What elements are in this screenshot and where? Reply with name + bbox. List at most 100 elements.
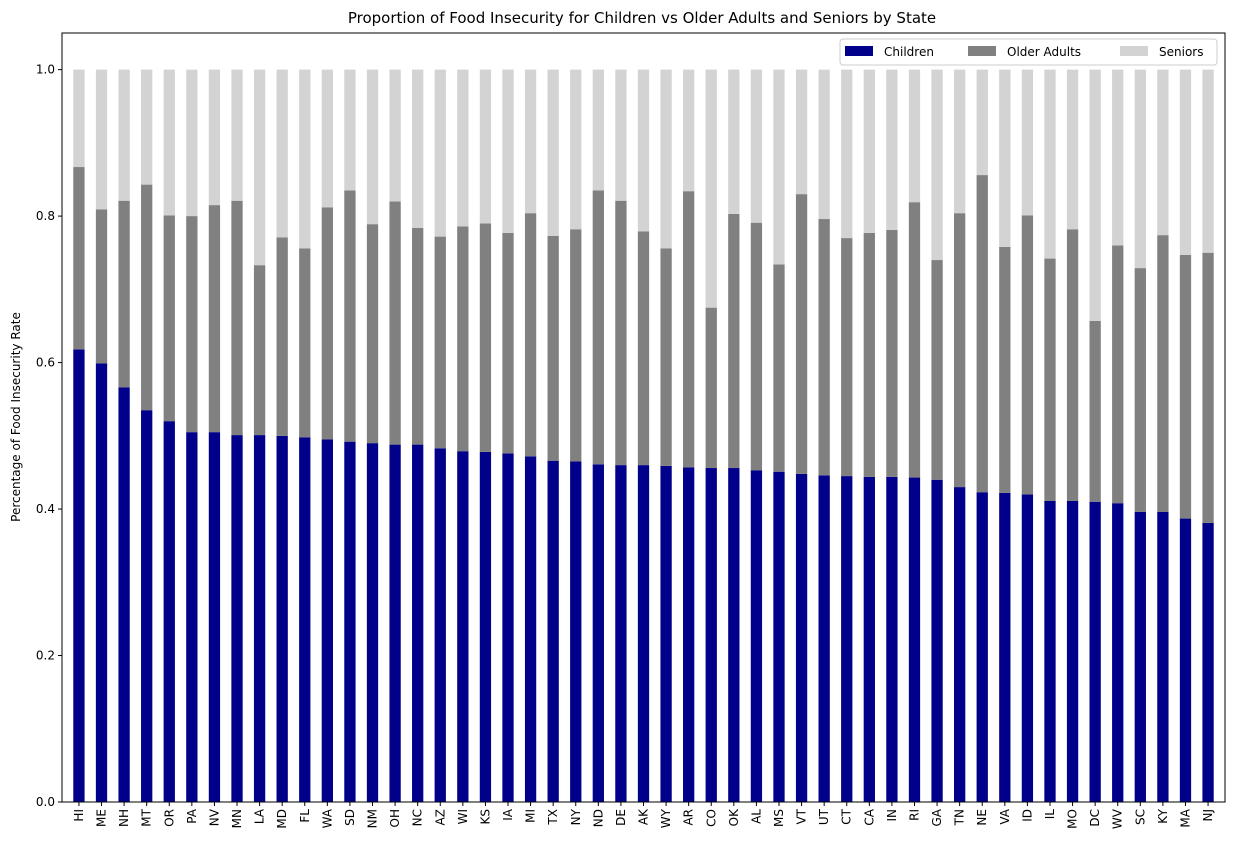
bar-MS-children bbox=[773, 471, 785, 802]
bar-AR-older-adults bbox=[683, 191, 695, 468]
bar-AR-children bbox=[683, 467, 695, 802]
bar-DC-children bbox=[1089, 501, 1101, 802]
x-tick-label: NJ bbox=[1201, 809, 1215, 822]
x-tick-label: GA bbox=[930, 808, 944, 826]
bar-MD-seniors bbox=[276, 69, 288, 238]
y-tick-label: 0.2 bbox=[36, 649, 55, 663]
bar-NY-older-adults bbox=[570, 229, 582, 462]
bar-ME-children bbox=[95, 363, 108, 802]
bar-UT-seniors bbox=[818, 69, 830, 220]
bar-SC-children bbox=[1134, 511, 1146, 802]
bar-FL-children bbox=[299, 437, 311, 802]
bar-NV-older-adults bbox=[208, 205, 221, 433]
bar-MA-older-adults bbox=[1179, 254, 1192, 519]
bar-NJ-older-adults bbox=[1202, 252, 1214, 523]
bar-MN-seniors bbox=[231, 69, 243, 201]
x-tick-label: IN bbox=[885, 809, 899, 822]
x-tick-label: SD bbox=[343, 809, 357, 826]
bar-NM-children bbox=[366, 443, 379, 802]
x-tick-label: UT bbox=[817, 808, 831, 825]
bar-TN-older-adults bbox=[954, 213, 966, 488]
bar-PA-older-adults bbox=[186, 216, 198, 433]
bar-RI-children bbox=[908, 477, 921, 802]
bar-ID-children bbox=[1021, 494, 1034, 802]
bar-SC-older-adults bbox=[1134, 268, 1146, 512]
bar-CO-children bbox=[705, 468, 717, 802]
bar-NJ-seniors bbox=[1202, 69, 1214, 253]
legend-label: Older Adults bbox=[1007, 45, 1081, 59]
bar-CT-children bbox=[841, 476, 853, 802]
bar-MA-children bbox=[1179, 518, 1192, 802]
legend: Children Older Adults Seniors bbox=[839, 38, 1218, 66]
bar-CT-seniors bbox=[841, 69, 853, 239]
bar-GA-older-adults bbox=[931, 260, 943, 480]
legend-swatch bbox=[1120, 46, 1148, 56]
x-tick-label: KY bbox=[1156, 808, 1170, 823]
bar-WA-seniors bbox=[321, 69, 333, 208]
y-tick-label: 1.0 bbox=[36, 63, 55, 77]
bar-DE-children bbox=[615, 465, 627, 802]
bar-HI-older-adults bbox=[73, 167, 85, 350]
y-tick-label: 0.0 bbox=[36, 795, 55, 809]
bar-AZ-children bbox=[434, 448, 446, 802]
bar-AL-older-adults bbox=[750, 222, 763, 471]
bar-CO-seniors bbox=[705, 69, 717, 308]
bar-TN-seniors bbox=[954, 69, 966, 214]
chart-title: Proportion of Food Insecurity for Childr… bbox=[348, 9, 936, 27]
bar-IL-children bbox=[1044, 500, 1056, 802]
x-tick-label: CO bbox=[704, 809, 718, 827]
x-tick-label: AK bbox=[637, 808, 651, 825]
bar-MA-seniors bbox=[1179, 69, 1192, 255]
legend-item-seniors: Seniors bbox=[1120, 45, 1203, 59]
bar-AK-older-adults bbox=[637, 231, 650, 466]
bar-ND-seniors bbox=[592, 69, 604, 191]
bar-ID-older-adults bbox=[1021, 215, 1034, 495]
bar-MS-older-adults bbox=[773, 264, 785, 472]
x-tick-label: AL bbox=[749, 809, 763, 824]
bar-AL-seniors bbox=[750, 69, 763, 223]
bar-MI-children bbox=[524, 456, 537, 802]
bar-VA-children bbox=[999, 492, 1011, 802]
x-tick-label: MN bbox=[230, 809, 244, 828]
bar-ME-seniors bbox=[95, 69, 108, 210]
bar-LA-children bbox=[253, 435, 266, 802]
bar-TX-children bbox=[547, 460, 559, 802]
x-tick-label: CA bbox=[862, 808, 876, 825]
bar-NC-older-adults bbox=[412, 227, 424, 445]
x-tick-label: RI bbox=[907, 809, 921, 821]
bar-NY-seniors bbox=[570, 69, 582, 230]
bar-HI-children bbox=[73, 349, 85, 802]
bar-AK-seniors bbox=[637, 69, 650, 232]
x-tick-label: NY bbox=[569, 808, 583, 825]
bar-UT-older-adults bbox=[818, 219, 830, 476]
bar-OK-seniors bbox=[728, 69, 740, 214]
x-tick-label: VA bbox=[998, 808, 1012, 824]
bar-VT-children bbox=[795, 473, 808, 802]
bar-RI-seniors bbox=[908, 69, 921, 203]
bar-WA-older-adults bbox=[321, 207, 333, 440]
x-tick-label: TN bbox=[953, 809, 967, 826]
x-tick-label: ME bbox=[95, 809, 109, 827]
bar-FL-seniors bbox=[299, 69, 311, 249]
bar-NV-seniors bbox=[208, 69, 221, 206]
bar-OR-older-adults bbox=[163, 215, 175, 422]
bar-UT-children bbox=[818, 475, 830, 802]
x-tick-label: MT bbox=[140, 808, 154, 826]
bar-AR-seniors bbox=[683, 69, 695, 192]
x-tick-label: WY bbox=[659, 808, 673, 828]
x-tick-label: NE bbox=[975, 809, 989, 826]
bar-FL-older-adults bbox=[299, 248, 311, 438]
x-tick-label: HI bbox=[72, 809, 86, 822]
x-tick-label: MO bbox=[1066, 809, 1080, 829]
bar-CA-children bbox=[863, 476, 875, 802]
bar-DE-seniors bbox=[615, 69, 627, 201]
bar-MN-older-adults bbox=[231, 200, 243, 436]
bar-ID-seniors bbox=[1021, 69, 1034, 216]
legend-label: Children bbox=[884, 45, 934, 59]
bar-KY-seniors bbox=[1157, 69, 1169, 236]
bar-MT-children bbox=[141, 410, 153, 802]
x-tick-label: KS bbox=[478, 809, 492, 825]
x-tick-label: NV bbox=[207, 808, 221, 826]
bar-KY-older-adults bbox=[1157, 235, 1169, 512]
